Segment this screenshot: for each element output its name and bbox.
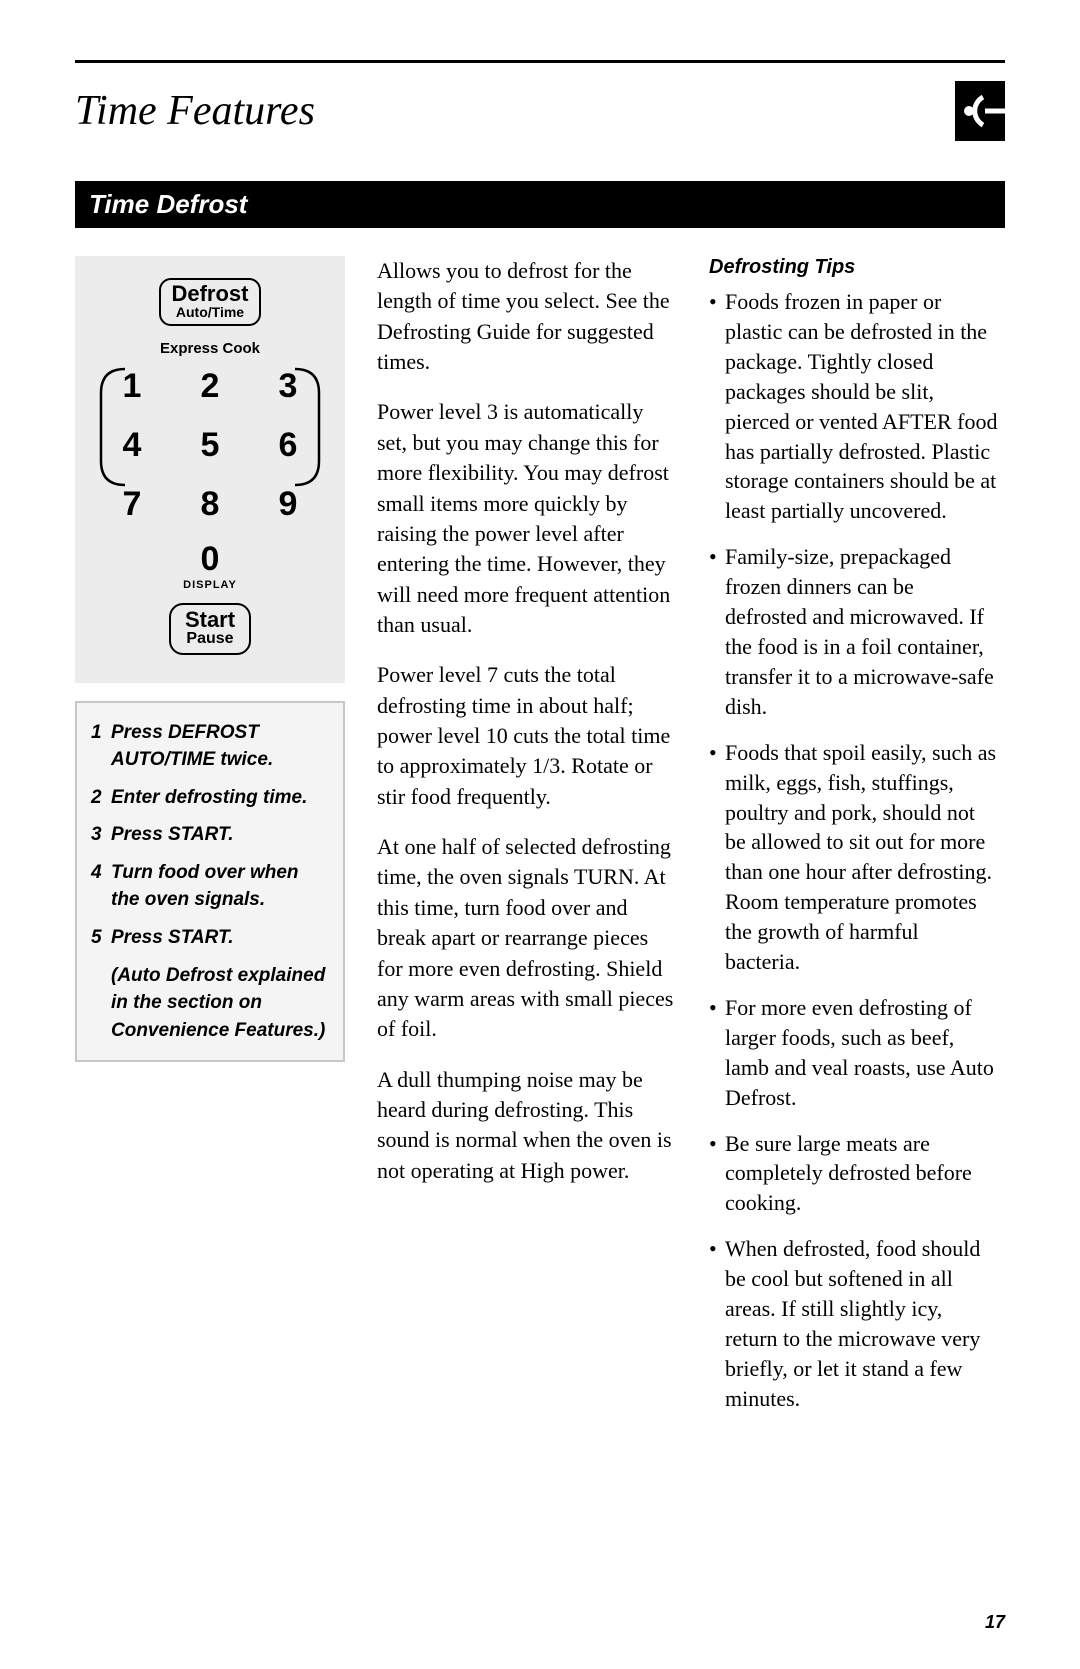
digit-6: 6 xyxy=(266,426,310,465)
step-number: 4 xyxy=(91,859,111,914)
display-label: Display xyxy=(93,579,327,591)
section-heading: Time Defrost xyxy=(75,181,1005,228)
tips-list: Foods frozen in paper or plastic can be … xyxy=(709,287,999,1414)
defrost-button: Defrost Auto/Time xyxy=(159,278,260,326)
body-paragraph: Power level 7 cuts the total defrosting … xyxy=(377,660,677,812)
step-text: Enter defrosting time. xyxy=(111,784,307,812)
step-number: 5 xyxy=(91,924,111,952)
right-column: Defrosting Tips Foods frozen in paper or… xyxy=(709,256,999,1430)
tip-item: Foods frozen in paper or plastic can be … xyxy=(709,287,999,526)
top-rule xyxy=(75,60,1005,63)
digit-2: 2 xyxy=(188,367,232,406)
digit-7: 7 xyxy=(110,485,154,524)
body-paragraph: Allows you to defrost for the length of … xyxy=(377,256,677,377)
steps-note: (Auto Defrost explained in the section o… xyxy=(111,962,329,1045)
step-text: Press DEFROST AUTO/TIME twice. xyxy=(111,719,329,774)
step-item: 1Press DEFROST AUTO/TIME twice. xyxy=(91,719,329,774)
start-label-bottom: Pause xyxy=(185,631,235,648)
digit-3: 3 xyxy=(266,367,310,406)
keypad-panel: Defrost Auto/Time Express Cook 1 2 3 4 5… xyxy=(75,256,345,683)
left-column: Defrost Auto/Time Express Cook 1 2 3 4 5… xyxy=(75,256,345,1430)
step-number: 2 xyxy=(91,784,111,812)
page-number: 17 xyxy=(985,1612,1005,1633)
express-cook-label: Express Cook xyxy=(93,340,327,357)
start-button: Start Pause xyxy=(169,603,251,655)
digit-1: 1 xyxy=(110,367,154,406)
content-columns: Defrost Auto/Time Express Cook 1 2 3 4 5… xyxy=(75,256,1005,1430)
step-text: Turn food over when the oven signals. xyxy=(111,859,329,914)
step-item: 5Press START. xyxy=(91,924,329,952)
tip-item: For more even defrosting of larger foods… xyxy=(709,993,999,1113)
step-item: 3Press START. xyxy=(91,821,329,849)
number-grid: 1 2 3 4 5 6 7 8 9 xyxy=(110,367,310,524)
digit-9: 9 xyxy=(266,485,310,524)
digit-8: 8 xyxy=(188,485,232,524)
header-row: Time Features xyxy=(75,81,1005,141)
steps-box: 1Press DEFROST AUTO/TIME twice. 2Enter d… xyxy=(75,701,345,1062)
step-number: 1 xyxy=(91,719,111,774)
step-text: Press START. xyxy=(111,821,234,849)
body-paragraph: Power level 3 is automatically set, but … xyxy=(377,397,677,640)
step-item: 4Turn food over when the oven signals. xyxy=(91,859,329,914)
digit-0: 0 xyxy=(93,540,327,579)
body-paragraph: At one half of selected defrosting time,… xyxy=(377,832,677,1045)
tips-heading: Defrosting Tips xyxy=(709,256,999,279)
digit-4: 4 xyxy=(110,426,154,465)
tip-item: Be sure large meats are completely defro… xyxy=(709,1129,999,1219)
step-number: 3 xyxy=(91,821,111,849)
tip-item: Family-size, prepackaged frozen dinners … xyxy=(709,542,999,721)
defrost-label-top: Defrost xyxy=(171,282,248,305)
digit-5: 5 xyxy=(188,426,232,465)
step-text: Press START. xyxy=(111,924,234,952)
tip-item: Foods that spoil easily, such as milk, e… xyxy=(709,738,999,977)
body-paragraph: A dull thumping noise may be heard durin… xyxy=(377,1065,677,1186)
step-item: 2Enter defrosting time. xyxy=(91,784,329,812)
middle-column: Allows you to defrost for the length of … xyxy=(377,256,677,1430)
tip-item: When defrosted, food should be cool but … xyxy=(709,1234,999,1413)
keypad-bracket: 1 2 3 4 5 6 7 8 9 xyxy=(93,367,327,524)
defrost-label-bottom: Auto/Time xyxy=(171,305,248,320)
start-label-top: Start xyxy=(185,608,235,631)
page-title: Time Features xyxy=(75,87,315,135)
tab-icon xyxy=(955,81,1005,141)
